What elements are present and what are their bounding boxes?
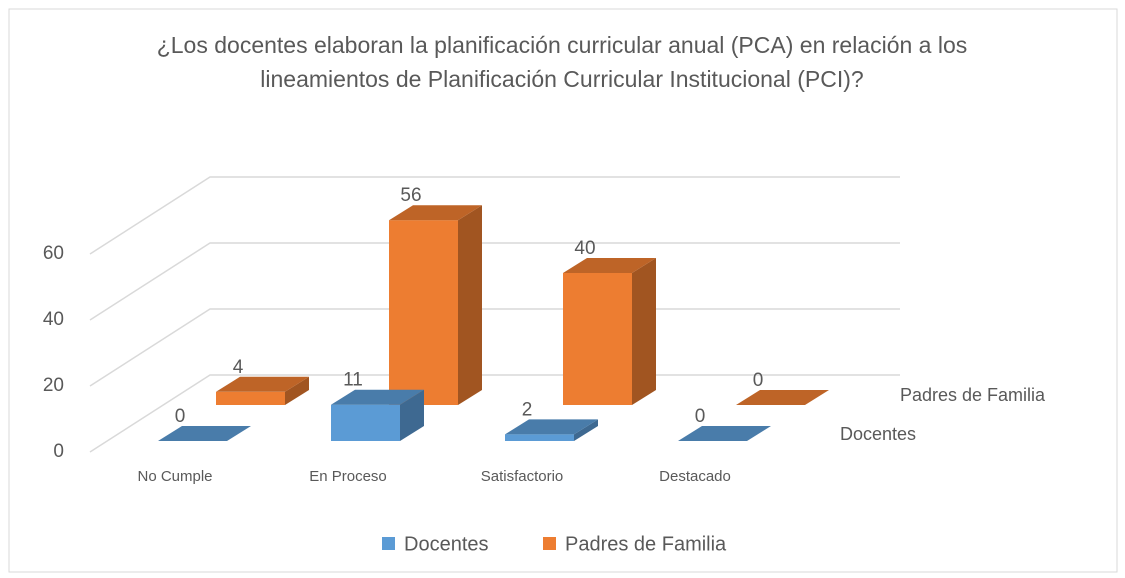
bar-top [678,426,771,441]
bar-side [400,389,424,441]
bar [158,426,251,441]
bar-front [331,404,400,441]
grid-line [89,374,900,453]
y-tick-label: 20 [43,375,64,396]
data-label: 11 [343,370,363,391]
grid-line [89,308,900,387]
data-label: 0 [753,370,764,391]
bar-side [632,258,656,405]
bar-front [216,391,285,405]
depth-label: Docentes [840,424,916,444]
legend-label: Padres de Familia [565,533,727,555]
legend-swatch [543,537,556,550]
x-tick-label: No Cumple [137,468,212,485]
data-label: 0 [175,406,186,427]
x-tick-label: Satisfactorio [481,468,564,485]
bar-top [563,258,656,273]
data-label: 2 [522,399,533,420]
bar-top [736,390,829,405]
legend-swatch [382,537,395,550]
bar-top [505,419,598,435]
bar-top [216,376,309,392]
data-label: 56 [400,185,421,206]
bar [563,258,656,405]
y-tick-label: 0 [53,441,64,462]
bar [216,376,309,405]
bar-side [574,419,598,441]
y-tick-label: 40 [43,309,64,330]
grid-line [89,242,900,321]
x-tick-label: En Proceso [309,468,387,485]
bar-side [285,376,309,405]
bar-top [331,389,424,405]
legend-label: Docentes [404,533,489,555]
depth-label: Padres de Familia [900,385,1046,405]
bar [736,390,829,405]
grid-line [89,176,900,255]
bar-front [505,434,574,441]
bar [678,426,771,441]
x-tick-label: Destacado [659,468,731,485]
data-label: 0 [695,406,706,427]
chart-frame [8,8,1118,573]
bar [505,419,598,441]
y-tick-label: 60 [43,243,64,264]
bar-side [458,205,482,405]
chart-title: ¿Los docentes elaboran la planificación … [156,32,968,92]
data-label: 4 [233,357,244,378]
bar-front [389,220,458,405]
bar [331,389,424,441]
data-label: 40 [574,238,595,259]
bar-top [389,205,482,221]
bar-top [158,426,251,441]
bar [389,205,482,405]
bar-front [563,273,632,405]
